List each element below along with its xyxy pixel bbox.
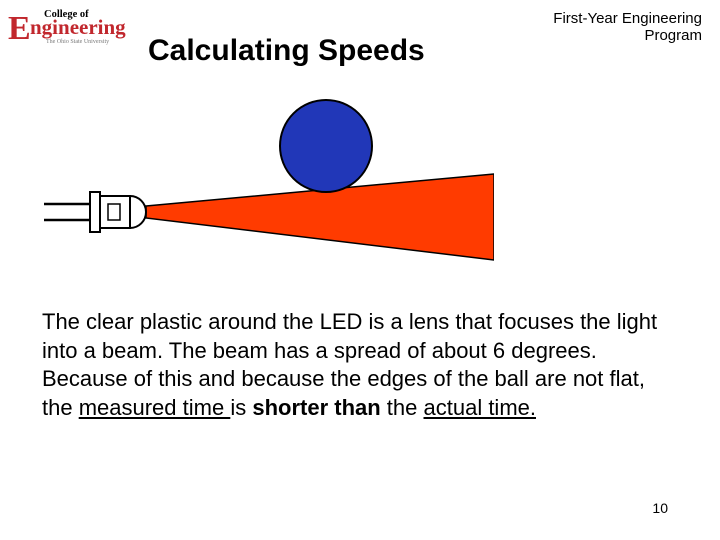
logo-letter-e: E: [8, 10, 31, 46]
college-logo: College of E ngineering The Ohio State U…: [6, 6, 166, 51]
body-paragraph: The clear plastic around the LED is a le…: [42, 308, 674, 422]
led-icon: [44, 192, 146, 232]
body-t6: actual time.: [424, 395, 537, 420]
page-number: 10: [652, 500, 668, 516]
body-t5: the: [387, 395, 424, 420]
led-beam-diagram: [34, 92, 494, 270]
body-t3: is: [230, 395, 252, 420]
body-t2: measured time: [79, 395, 231, 420]
header-line1: First-Year Engineering: [553, 10, 702, 27]
slide-title: Calculating Speeds: [148, 34, 425, 68]
logo-rest: ngineering: [30, 15, 126, 39]
ball-shape: [280, 100, 372, 192]
slide-page: College of E ngineering The Ohio State U…: [0, 0, 720, 540]
header-line2: Program: [644, 27, 702, 44]
body-t4: shorter than: [252, 395, 386, 420]
logo-subline: The Ohio State University: [46, 39, 109, 45]
header-program: First-Year Engineering Program: [553, 10, 702, 45]
